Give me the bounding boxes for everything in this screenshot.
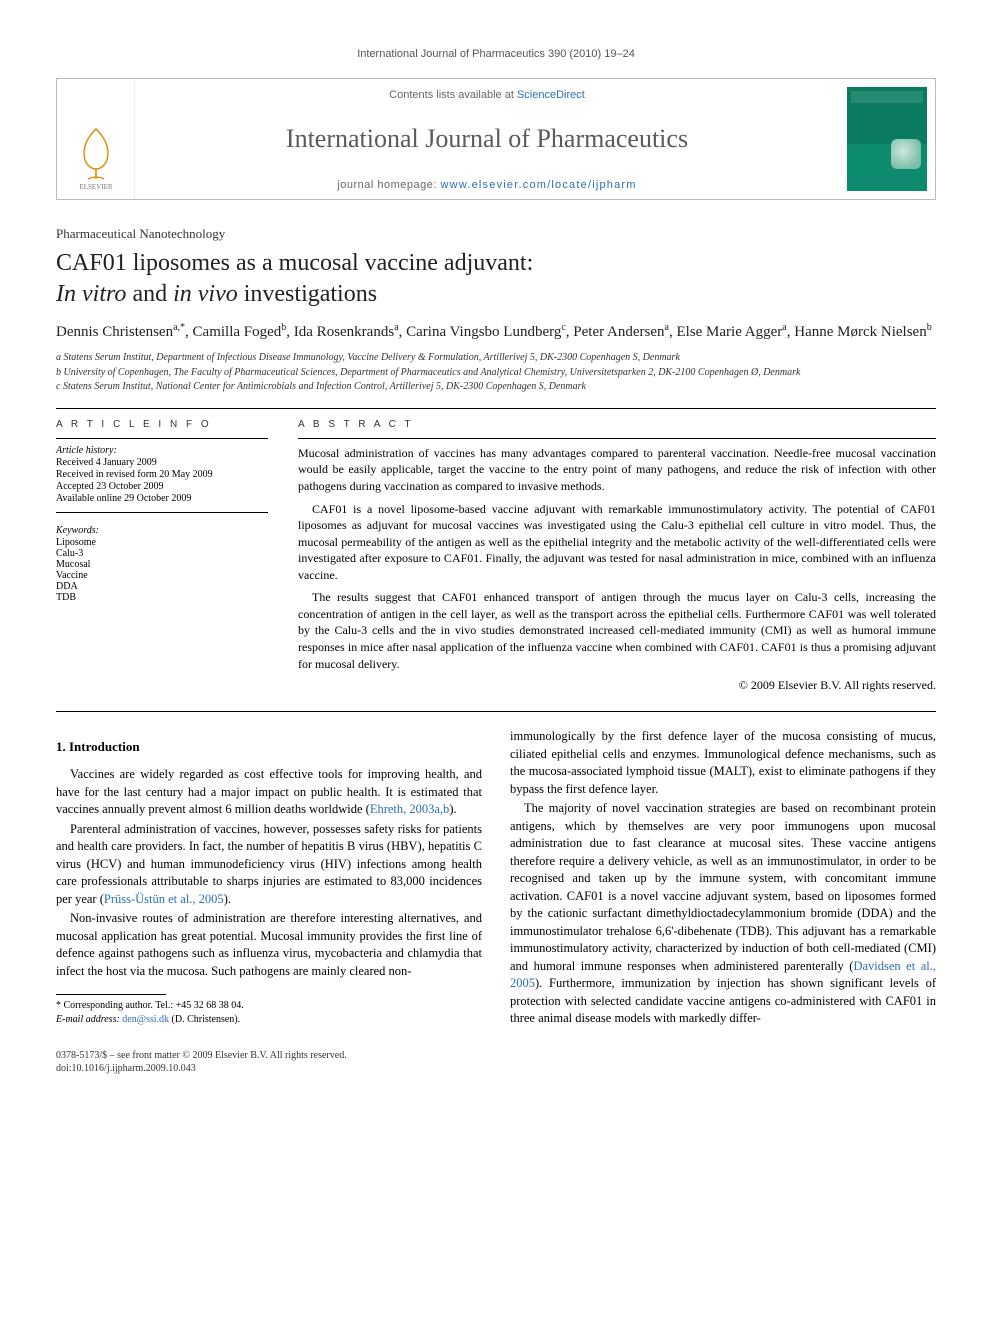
homepage-prefix: journal homepage: [337, 179, 440, 191]
body-p1-post: ). [449, 802, 456, 816]
contents-prefix: Contents lists available at [389, 89, 517, 101]
body-columns: 1. Introduction Vaccines are widely rega… [56, 728, 936, 1028]
article-info-col: A R T I C L E I N F O Article history: R… [56, 419, 268, 693]
homepage-link[interactable]: www.elsevier.com/locate/ijpharm [441, 179, 637, 191]
title-ital-1: In vitro [56, 281, 126, 307]
title-line-1: CAF01 liposomes as a mucosal vaccine adj… [56, 250, 533, 276]
body-p2: Parenteral administration of vaccines, h… [56, 821, 482, 909]
abstract-p1: Mucosal administration of vaccines has m… [298, 445, 936, 495]
abstract-col: A B S T R A C T Mucosal administration o… [298, 419, 936, 693]
journal-name: International Journal of Pharmaceutics [145, 124, 829, 154]
body-p2-post: ). [224, 892, 231, 906]
footnotes: * Corresponding author. Tel.: +45 32 68 … [56, 999, 482, 1026]
contents-available: Contents lists available at ScienceDirec… [145, 89, 829, 101]
svg-text:ELSEVIER: ELSEVIER [79, 183, 112, 191]
email-label: E-mail address: [56, 1014, 122, 1025]
divider-rule-2 [56, 711, 936, 712]
affiliation-a: a Statens Serum Institut, Department of … [56, 351, 936, 365]
keyword: Vaccine [56, 570, 268, 581]
body-p5: The majority of novel vaccination strate… [510, 800, 936, 1028]
title-post: investigations [238, 281, 377, 307]
affiliation-b: b University of Copenhagen, The Faculty … [56, 366, 936, 380]
article-info-head: A R T I C L E I N F O [56, 419, 268, 430]
abstract-p3: The results suggest that CAF01 enhanced … [298, 589, 936, 672]
issn-line: 0378-5173/$ – see front matter © 2009 El… [56, 1049, 347, 1063]
history-label: Article history: [56, 445, 268, 456]
keyword: Calu-3 [56, 548, 268, 559]
journal-cover-icon [847, 87, 927, 191]
citation-link[interactable]: Prüss-Üstün et al., 2005 [104, 892, 224, 906]
history-accepted: Accepted 23 October 2009 [56, 481, 268, 492]
article-title: CAF01 liposomes as a mucosal vaccine adj… [56, 248, 936, 309]
email-line: E-mail address: den@ssi.dk (D. Christens… [56, 1013, 482, 1027]
journal-homepage: journal homepage: www.elsevier.com/locat… [145, 179, 829, 191]
body-p3: Non-invasive routes of administration ar… [56, 910, 482, 980]
body-p5-post: ). Furthermore, immunization by injectio… [510, 976, 936, 1025]
authors: Dennis Christensena,*, Camilla Fogedb, I… [56, 321, 936, 343]
journal-masthead: ELSEVIER Contents lists available at Sci… [56, 78, 936, 200]
abstract-p2: CAF01 is a novel liposome-based vaccine … [298, 501, 936, 584]
abstract-copyright: © 2009 Elsevier B.V. All rights reserved… [298, 678, 936, 693]
section-label: Pharmaceutical Nanotechnology [56, 226, 936, 242]
abstract-rule [298, 438, 936, 439]
keyword: TDB [56, 592, 268, 603]
email-post: (D. Christensen). [169, 1014, 240, 1025]
info-rule-2 [56, 512, 268, 513]
running-head: International Journal of Pharmaceutics 3… [56, 48, 936, 60]
body-p5-pre: The majority of novel vaccination strate… [510, 801, 936, 973]
title-mid: and [126, 281, 173, 307]
section-heading-introduction: 1. Introduction [56, 738, 482, 756]
doi-line: doi:10.1016/j.ijpharm.2009.10.043 [56, 1062, 347, 1076]
affiliation-c: c Statens Serum Institut, National Cente… [56, 380, 936, 394]
sciencedirect-link[interactable]: ScienceDirect [517, 89, 585, 101]
abstract-head: A B S T R A C T [298, 419, 936, 430]
divider-rule [56, 408, 936, 409]
cover-thumb-wrap [839, 79, 935, 199]
body-p4: immunologically by the first defence lay… [510, 728, 936, 798]
keyword: Liposome [56, 537, 268, 548]
publisher-wordmark-icon [836, 1046, 936, 1076]
publisher-logo-wrap: ELSEVIER [57, 79, 135, 199]
keywords-label: Keywords: [56, 525, 268, 536]
affiliations: a Statens Serum Institut, Department of … [56, 351, 936, 394]
footer-bar: 0378-5173/$ – see front matter © 2009 El… [56, 1046, 936, 1076]
body-p1: Vaccines are widely regarded as cost eff… [56, 766, 482, 819]
citation-link[interactable]: Ehreth, 2003a,b [370, 802, 450, 816]
keyword: Mucosal [56, 559, 268, 570]
corresponding-author: * Corresponding author. Tel.: +45 32 68 … [56, 999, 482, 1013]
footnote-rule [56, 994, 166, 995]
info-rule [56, 438, 268, 439]
email-link[interactable]: den@ssi.dk [122, 1014, 169, 1025]
title-ital-2: in vivo [173, 281, 238, 307]
history-online: Available online 29 October 2009 [56, 493, 268, 504]
keyword: DDA [56, 581, 268, 592]
history-revised: Received in revised form 20 May 2009 [56, 469, 268, 480]
history-received: Received 4 January 2009 [56, 457, 268, 468]
elsevier-tree-icon: ELSEVIER [66, 121, 126, 191]
